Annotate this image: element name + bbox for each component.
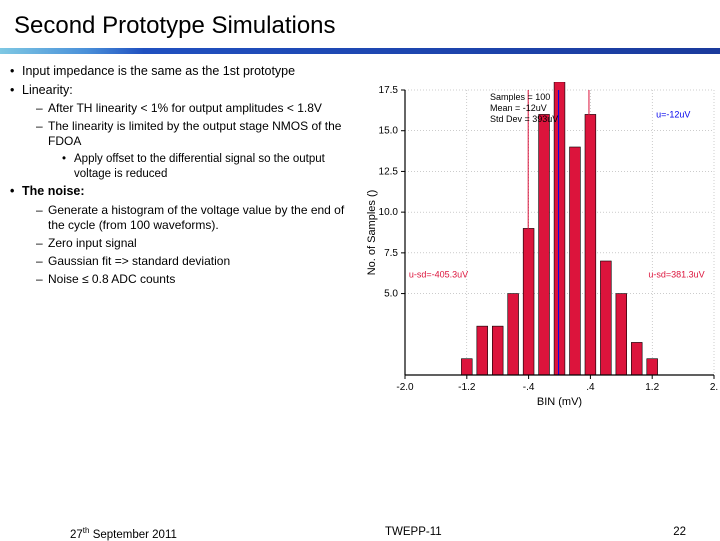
footer-date-post: September 2011 (90, 529, 177, 541)
svg-text:17.5: 17.5 (379, 85, 399, 96)
svg-text:Samples = 100: Samples = 100 (490, 92, 550, 102)
bullet-noise-histogram: Generate a histogram of the voltage valu… (8, 203, 363, 233)
svg-text:BIN (mV): BIN (mV) (537, 396, 582, 408)
bullet-noise: The noise: (8, 184, 363, 200)
svg-text:u=-12uV: u=-12uV (656, 109, 690, 119)
svg-text:.4: .4 (586, 382, 595, 393)
svg-text:Std Dev = 393uV: Std Dev = 393uV (490, 114, 558, 124)
svg-text:No. of Samples (): No. of Samples () (366, 190, 378, 276)
svg-text:5.0: 5.0 (384, 289, 398, 300)
svg-text:-2.0: -2.0 (396, 382, 414, 393)
histogram-chart: -2.0 -1.2 -.4 .4 1.2 2. 5.0 7.5 10.0 12.5 15.0 17.5… (363, 82, 718, 417)
bullet-input-impedance: Input impedance is the same as the 1st p… (8, 64, 363, 80)
footer-date: 27th September 2011 (70, 526, 177, 541)
bullet-linearity: Linearity: (8, 83, 363, 99)
page-title: Second Prototype Simulations (0, 0, 720, 48)
svg-text:7.5: 7.5 (384, 248, 398, 259)
svg-text:-1.2: -1.2 (458, 382, 476, 393)
svg-text:12.5: 12.5 (379, 166, 399, 177)
bullet-linearity-th: After TH linearity < 1% for output ampli… (8, 101, 363, 116)
svg-text:15.0: 15.0 (379, 126, 399, 137)
footer-date-sup: th (83, 526, 90, 535)
bullet-noise-gaussian: Gaussian fit => standard deviation (8, 254, 363, 269)
svg-text:u-sd=-405.3uV: u-sd=-405.3uV (409, 269, 468, 279)
bullet-noise-adc: Noise ≤ 0.8 ADC counts (8, 272, 363, 287)
footer-page: 22 (673, 526, 686, 538)
svg-text:u-sd=381.3uV: u-sd=381.3uV (648, 269, 704, 279)
text-column: Input impedance is the same as the 1st p… (8, 64, 363, 290)
svg-text:Mean = -12uV: Mean = -12uV (490, 103, 547, 113)
bullet-noise-zero: Zero input signal (8, 236, 363, 251)
bullet-linearity-limited: The linearity is limited by the output s… (8, 119, 363, 149)
svg-text:1.2: 1.2 (645, 382, 659, 393)
svg-text:10.0: 10.0 (379, 207, 399, 218)
svg-text:-.4: -.4 (523, 382, 535, 393)
footer-date-pre: 27 (70, 529, 83, 541)
content-area: Input impedance is the same as the 1st p… (0, 54, 720, 290)
svg-text:2.: 2. (710, 382, 718, 393)
footer-center: TWEPP-11 (385, 526, 442, 538)
bullet-apply-offset: Apply offset to the differential signal … (8, 152, 363, 181)
chart-column: -2.0-1.2-.4.41.22.5.07.510.012.515.017.5… (363, 64, 716, 290)
